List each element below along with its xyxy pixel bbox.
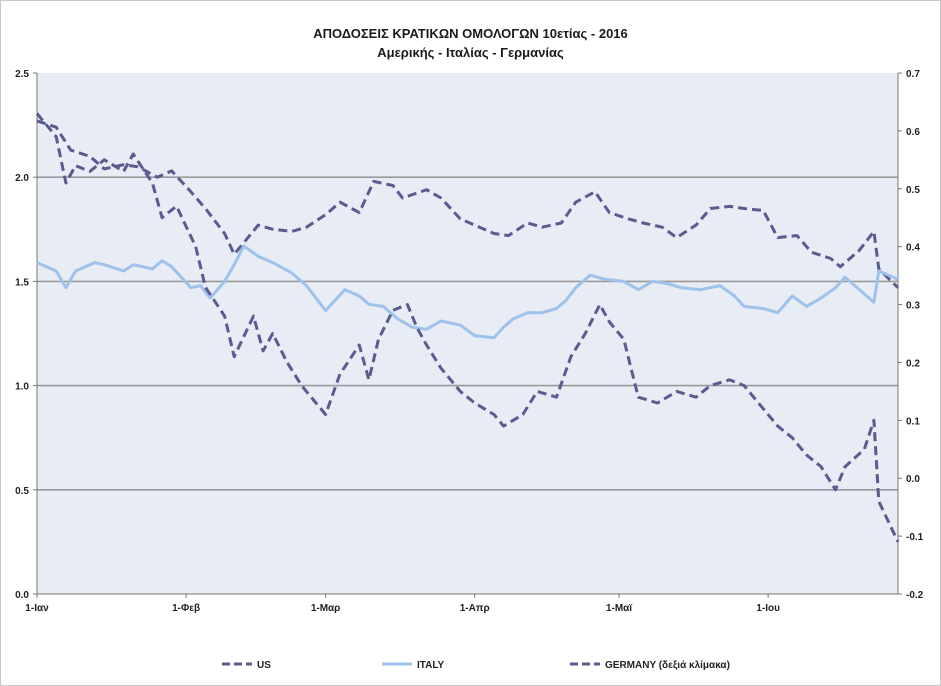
right-tick-label-3: 0.1 [906,416,920,427]
x-tick-label-4: 1-Μαϊ [606,603,632,614]
x-tick-label-3: 1-Απρ [460,603,490,614]
x-tick-label-0: 1-Ιαν [25,603,49,614]
right-tick-label-5: 0.3 [906,301,920,312]
x-tick-label-5: 1-Ιου [756,603,780,614]
left-tick-label-5: 2.5 [15,69,29,80]
left-tick-label-3: 1.5 [15,277,29,288]
plot-area [37,73,898,594]
right-tick-label-4: 0.2 [906,358,920,369]
right-tick-label-2: 0.0 [906,474,920,485]
chart-subtitle: Αμερικής - Ιταλίας - Γερμανίας [377,45,564,60]
right-tick-label-9: 0.7 [906,69,920,80]
right-tick-label-1: -0.1 [906,532,924,543]
right-tick-label-0: -0.2 [906,590,924,601]
series-line-italy [36,244,899,340]
legend-label-germany: GERMANY (δεξιά κλίμακα) [605,660,730,671]
right-tick-label-6: 0.4 [906,243,920,254]
right-tick-label-7: 0.5 [906,185,920,196]
left-tick-label-4: 2.0 [15,173,29,184]
x-tick-label-2: 1-Μαρ [311,603,341,614]
legend-label-us: US [257,660,271,671]
left-tick-label-2: 1.0 [15,382,29,393]
left-tick-label-0: 0.0 [15,590,29,601]
legend-label-italy: ITALY [417,660,445,671]
x-tick-label-1: 1-Φεβ [172,603,200,614]
right-tick-label-8: 0.6 [906,127,920,138]
series-line-us [36,119,900,289]
series-line-germany [35,112,900,543]
chart-title: ΑΠΟΔΟΣΕΙΣ ΚΡΑΤΙΚΩΝ ΟΜΟΛΟΓΩΝ 10ετίας - 20… [313,26,628,41]
chart-title-block: ΑΠΟΔΟΣΕΙΣ ΚΡΑΤΙΚΩΝ ΟΜΟΛΟΓΩΝ 10ετίας - 20… [0,24,941,62]
left-tick-label-1: 0.5 [15,486,29,497]
